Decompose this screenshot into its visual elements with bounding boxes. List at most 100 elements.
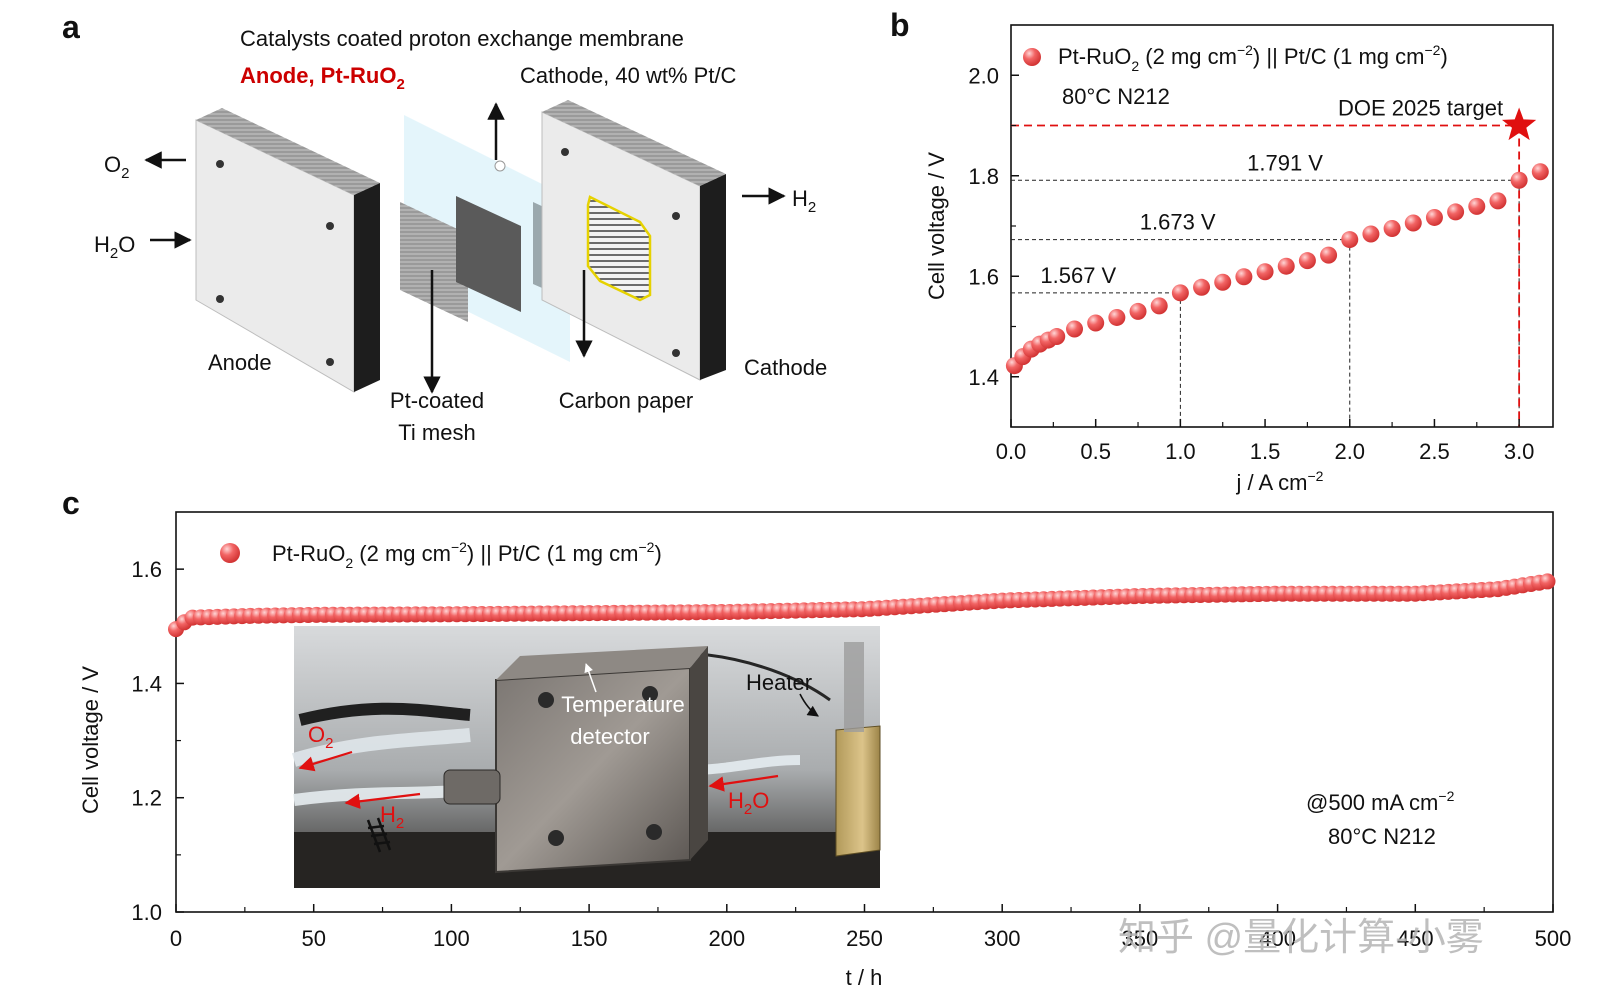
photo-bolt: [548, 830, 564, 846]
data-point: [1298, 252, 1316, 270]
chart-c-condition-1: @500 mA cm−2: [1306, 788, 1455, 815]
data-point: [1341, 231, 1359, 249]
data-point: [1510, 171, 1528, 189]
data-point: [1531, 163, 1549, 181]
data-point: [1468, 197, 1486, 215]
membrane-hole: [494, 160, 506, 172]
carbon-paper-label: Carbon paper: [559, 388, 694, 413]
inset-photo: Temperature detector Heater O2 H2 H2O: [291, 626, 881, 888]
annotation-label: 1.567 V: [1040, 263, 1116, 288]
anode-plate-top: [196, 108, 380, 195]
photo-bolt: [646, 824, 662, 840]
data-point: [1214, 273, 1232, 291]
chart-b-condition: 80°C N212: [1062, 84, 1170, 109]
y-tick-label: 1.0: [131, 900, 162, 925]
inset-temperature-arrow: [584, 663, 597, 693]
chart-b-y-label: Cell voltage / V: [924, 152, 949, 300]
data-point: [1404, 214, 1422, 232]
y-tick-label: 1.4: [968, 365, 999, 390]
chart-b-legend-marker: [1023, 48, 1041, 66]
data-point: [1425, 208, 1443, 226]
chart-b-guides: [1011, 124, 1521, 427]
x-tick-label: 0: [170, 926, 182, 951]
data-point: [1066, 320, 1084, 338]
photo-bolt: [538, 692, 554, 708]
data-point: [1489, 192, 1507, 210]
panel-a-letter: a: [62, 9, 80, 45]
x-tick-label: 50: [301, 926, 325, 951]
data-point: [1277, 257, 1295, 275]
data-point: [1320, 246, 1338, 264]
x-tick-label: 400: [1259, 926, 1296, 951]
data-point: [1129, 302, 1147, 320]
bolt-hole: [216, 295, 224, 303]
inset-h2o-arrow: [708, 774, 779, 792]
target-label: DOE 2025 target: [1338, 96, 1503, 121]
ti-mesh: [400, 202, 468, 322]
bolt-hole: [326, 222, 334, 230]
photo-tube: [291, 728, 471, 767]
x-tick-label: 3.0: [1504, 439, 1535, 464]
panel-c: c 1.0 1.2 1.4 1.6 0 50 100 150 200 250 300 350 400 4…: [62, 485, 1571, 990]
x-tick-label: 250: [846, 926, 883, 951]
chart-b-x-axis: 0.0 0.5 1.0 1.5 2.0 2.5 3.0: [996, 419, 1535, 464]
chart-c-y-axis: 1.0 1.2 1.4 1.6: [131, 557, 184, 925]
photo-heater: [835, 725, 881, 857]
bolt-hole: [326, 358, 334, 366]
x-tick-label: 100: [433, 926, 470, 951]
y-tick-label: 1.6: [131, 557, 162, 582]
x-tick-label: 1.0: [1165, 439, 1196, 464]
cathode-plate-top: [542, 100, 726, 186]
bolt-hole: [561, 148, 569, 156]
chart-b-y-axis: 1.4 1.6 1.8 2.0: [968, 63, 1019, 390]
data-point: [1235, 268, 1253, 286]
x-tick-label: 200: [708, 926, 745, 951]
bolt-hole: [216, 160, 224, 168]
anode-plate-side: [354, 183, 380, 392]
chart-c-x-axis: 0 50 100 150 200 250 300 350 400 450 500: [170, 904, 1571, 951]
h2o-label: H2O: [94, 232, 135, 262]
flow-field: [586, 195, 652, 302]
data-point: [1150, 297, 1168, 315]
x-tick-label: 2.5: [1419, 439, 1450, 464]
x-tick-label: 1.5: [1250, 439, 1281, 464]
chart-b-annotations: 1.567 V 1.673 V 1.791 V DOE 2025 target: [1040, 96, 1537, 288]
x-tick-label: 450: [1397, 926, 1434, 951]
data-point: [1048, 328, 1066, 346]
o2-label: O2: [104, 152, 129, 182]
chart-b-series: [1005, 163, 1549, 375]
anode-catalyst-label: Anode, Pt-RuO2: [240, 63, 405, 93]
cathode-plate-side: [700, 174, 726, 380]
panel-a: a Catalysts coated proton exchange membr…: [62, 9, 827, 445]
panel-a-title: Catalysts coated proton exchange membran…: [240, 26, 684, 51]
y-tick-label: 2.0: [968, 63, 999, 88]
inset-heater-label: Heater: [746, 670, 812, 695]
h2-label: H2: [792, 186, 816, 216]
chart-c-x-label: t / h: [846, 965, 883, 990]
data-point: [1539, 573, 1556, 590]
anode-label: Anode: [208, 350, 272, 375]
x-tick-label: 150: [571, 926, 608, 951]
photo-cell-side: [690, 646, 708, 860]
photo-fitting: [443, 769, 501, 805]
mesh-label-2: Ti mesh: [398, 420, 475, 445]
watermark: 知乎 @量化计算-小雾: [1118, 917, 1484, 959]
chart-c-legend: Pt-RuO2 (2 mg cm−2) || Pt/C (1 mg cm−2): [272, 539, 662, 571]
data-point: [1108, 308, 1126, 326]
inset-h2-arrow: [344, 792, 421, 809]
data-point: [1193, 278, 1211, 296]
photo-cable: [298, 702, 471, 726]
data-point: [1171, 284, 1189, 302]
x-tick-label: 300: [984, 926, 1021, 951]
inset-temperature-label: Temperature: [561, 692, 685, 717]
chart-c-condition-2: 80°C N212: [1328, 824, 1436, 849]
bolt-hole: [672, 212, 680, 220]
y-tick-label: 1.8: [968, 164, 999, 189]
chart-b-x-label: j / A cm−2: [1236, 468, 1324, 495]
inset-o2-label: O2: [308, 722, 333, 752]
chart-c-series: [168, 573, 1556, 638]
inset-h2o-label: H2O: [728, 788, 769, 818]
data-point: [1447, 203, 1465, 221]
annotation-label: 1.791 V: [1247, 150, 1323, 175]
